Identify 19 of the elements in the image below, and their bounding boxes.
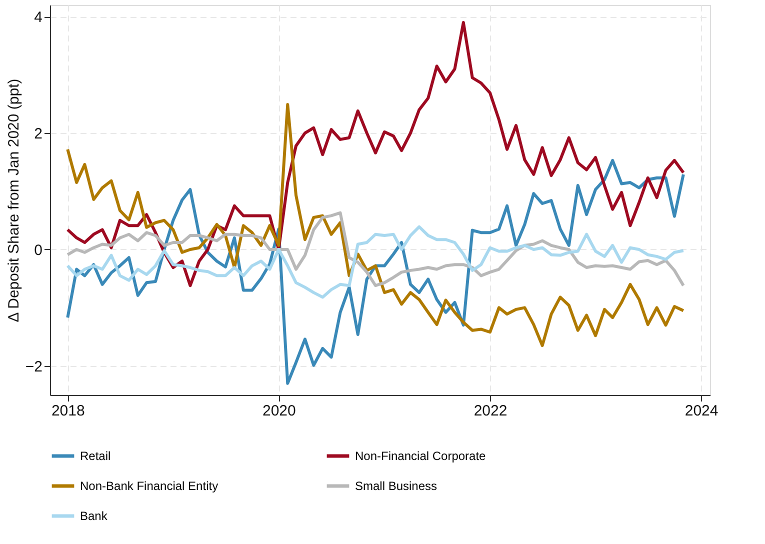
- line-series: [66, 225, 685, 299]
- legend-label: Bank: [80, 509, 108, 523]
- legend-label: Small Business: [355, 479, 438, 493]
- x-tick-label: 2018: [51, 402, 85, 420]
- y-tick-label: 2: [34, 126, 42, 143]
- line-series: [66, 103, 685, 348]
- line-series: [66, 211, 685, 288]
- y-axis-title: Δ Deposit Share from Jan 2020 (ppt): [5, 78, 22, 322]
- legend-label: Non-Financial Corporate: [355, 449, 486, 463]
- y-tick-label: 0: [34, 242, 42, 259]
- y-tick-label: −2: [25, 358, 42, 376]
- legend-label: Retail: [80, 449, 111, 463]
- x-tick-label: 2024: [684, 402, 718, 420]
- line-series: [66, 20, 685, 288]
- x-tick-label: 2022: [474, 402, 508, 420]
- x-tick-label: 2020: [262, 402, 296, 420]
- y-tick-label: 4: [34, 9, 42, 26]
- legend-label: Non-Bank Financial Entity: [80, 479, 218, 493]
- line-series: [66, 158, 685, 385]
